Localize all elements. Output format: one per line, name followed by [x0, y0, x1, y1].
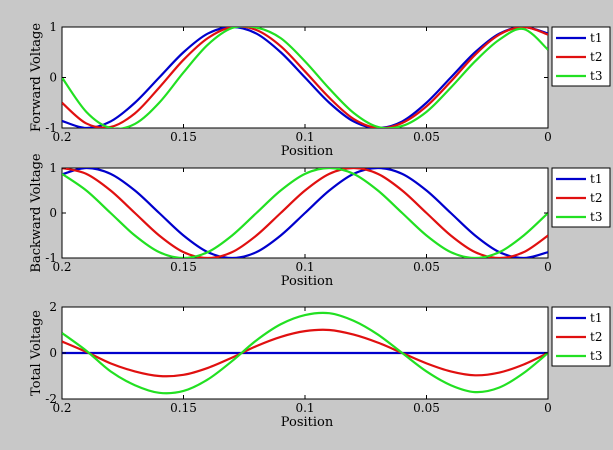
x-tick-label: 0.1 [295, 260, 314, 274]
legend-label-t2: t2 [590, 191, 602, 205]
x-tick-label: 0.2 [52, 130, 71, 144]
y-axis-label: Total Voltage [29, 310, 44, 396]
y-tick-label: -1 [45, 121, 57, 135]
x-tick-label: 0.05 [413, 130, 440, 144]
x-tick-label: 0 [544, 260, 552, 274]
legend-label-t3: t3 [590, 349, 602, 363]
x-tick-label: 0.15 [170, 260, 197, 274]
legend-label-t3: t3 [590, 69, 602, 83]
chart-panel-3: 0.2 0.15 0.1 0.05 0 -2 0 2 Position Total Voltage… [29, 300, 611, 430]
legend-label-t3: t3 [590, 210, 602, 224]
x-axis-label: Position [281, 415, 334, 430]
x-tick-label: 0.15 [170, 401, 197, 415]
legend-label-t1: t1 [590, 31, 602, 45]
x-tick-label: 0.15 [170, 130, 197, 144]
series-line-t1 [62, 27, 548, 128]
chart-panel-1: 0.2 0.15 0.1 0.05 0 -1 0 1 Position Forward Volta… [29, 20, 611, 159]
x-tick-label: 0 [544, 130, 552, 144]
series-group [62, 168, 548, 258]
series-group [62, 27, 548, 128]
legend: t1 t2 t3 [551, 167, 611, 228]
x-axis-label: Position [281, 144, 334, 159]
legend-label-t2: t2 [590, 330, 602, 344]
x-tick-label: 0.1 [295, 401, 314, 415]
x-tick-label: 0.05 [413, 401, 440, 415]
x-tick-label: 0 [544, 401, 552, 415]
y-tick-label: 0 [49, 206, 57, 220]
series-line-t3 [62, 27, 548, 128]
y-tick-label: 1 [49, 161, 57, 175]
y-tick-label: 2 [49, 300, 57, 314]
y-tick-label: -1 [45, 251, 57, 265]
legend-label-t2: t2 [590, 50, 602, 64]
chart-panel-2: 0.2 0.15 0.1 0.05 0 -1 0 1 Position Backward Volt… [29, 153, 611, 289]
legend: t1 t2 t3 [551, 26, 611, 87]
series-line-t2 [62, 27, 548, 128]
y-tick-label: 0 [49, 71, 57, 85]
y-axis-label: Forward Voltage [29, 23, 44, 132]
x-tick-label: 0.2 [52, 260, 71, 274]
y-tick-label: 0 [49, 346, 57, 360]
series-line-t1 [62, 168, 548, 258]
legend: t1 t2 t3 [551, 306, 611, 367]
y-tick-label: 1 [49, 20, 57, 34]
legend-label-t1: t1 [590, 172, 602, 186]
series-line-t2 [62, 168, 548, 258]
x-tick-label: 0.1 [295, 130, 314, 144]
x-tick-label: 0.05 [413, 260, 440, 274]
series-line-t3 [62, 168, 548, 258]
series-line-t3 [62, 311, 548, 395]
x-tick-label: 0.2 [52, 401, 71, 415]
legend-label-t1: t1 [590, 311, 602, 325]
series-group [62, 311, 548, 395]
y-tick-label: -2 [45, 392, 57, 406]
series-line-t2 [62, 328, 548, 378]
y-axis-label: Backward Voltage [29, 153, 44, 272]
x-axis-label: Position [281, 274, 334, 289]
